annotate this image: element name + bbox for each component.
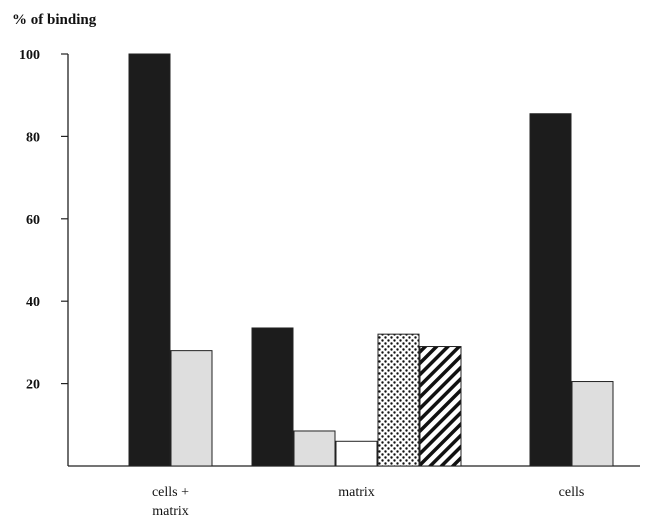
y-tick-label: 20 xyxy=(26,378,40,393)
y-tick-label: 40 xyxy=(26,295,40,310)
bars xyxy=(128,53,614,467)
category-labels: cells + matrix matrix cells xyxy=(152,485,584,519)
category-label: cells xyxy=(559,485,585,500)
bar-hatched xyxy=(419,346,462,467)
category-label: cells + xyxy=(152,485,189,500)
bar-black xyxy=(529,113,572,467)
bar-black xyxy=(251,327,294,467)
bar-black xyxy=(128,53,171,467)
bar-light-gray xyxy=(571,381,614,467)
bar-dotted xyxy=(377,333,420,467)
y-tick-label: 60 xyxy=(26,213,40,228)
y-axis-label: % of binding xyxy=(12,12,97,28)
bar-light-gray xyxy=(170,350,213,467)
category-label: matrix xyxy=(338,485,375,500)
bar-light-gray xyxy=(293,430,336,467)
category-label: matrix xyxy=(152,504,189,519)
y-tick-label: 100 xyxy=(19,48,40,63)
y-tick-label: 80 xyxy=(26,130,40,145)
bar-white xyxy=(335,440,378,467)
y-ticks: 20 40 60 80 100 xyxy=(19,48,68,393)
